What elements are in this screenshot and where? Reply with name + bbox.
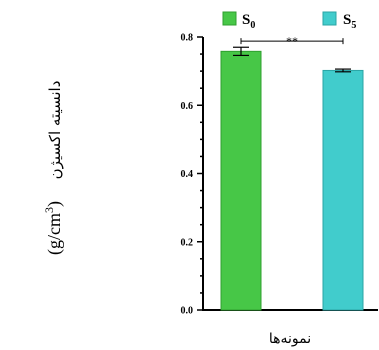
legend: S0 S5 (222, 11, 356, 31)
legend-swatch-s0 (222, 11, 237, 26)
y-axis-ticks (197, 36, 203, 311)
legend-label-s5: S5 (343, 12, 356, 31)
legend-label-s0-base: S (242, 12, 250, 28)
x-axis-label: نمونه‌ها (269, 331, 311, 347)
bar-s0 (220, 50, 262, 311)
legend-label-s0: S0 (242, 12, 255, 31)
bar-s5 (322, 69, 364, 311)
y-tick-label: 0.4 (181, 169, 194, 180)
y-axis-label-unit: (g/cm3) (42, 201, 65, 255)
y-tick-label: 0.8 (181, 33, 194, 44)
y-axis-unit-sup: 3 (42, 207, 56, 213)
legend-item-s0: S0 (222, 11, 255, 31)
significance-bracket: ** (240, 34, 344, 48)
legend-label-s0-sub: 0 (250, 20, 255, 31)
y-tick-label: 0.2 (181, 237, 194, 248)
bars (220, 50, 364, 311)
y-axis-label-text: دانسیته اکسیژن (46, 81, 64, 180)
y-axis-tick-labels: 0.0 0.2 0.4 0.6 0.8 (181, 33, 194, 317)
y-tick-label: 0.0 (181, 306, 194, 317)
error-bars (233, 46, 351, 73)
y-axis-unit-close: ) (44, 201, 65, 207)
legend-label-s5-base: S (343, 12, 351, 28)
y-axis-unit-open: (g/cm (44, 213, 65, 255)
legend-item-s5: S5 (322, 11, 356, 31)
y-tick-label: 0.6 (181, 101, 194, 112)
significance-label: ** (286, 34, 298, 48)
legend-swatch-s5 (322, 11, 337, 26)
y-axis-label: دانسیته اکسیژن (g/cm3) (42, 81, 65, 255)
legend-label-s5-sub: 5 (351, 20, 356, 31)
